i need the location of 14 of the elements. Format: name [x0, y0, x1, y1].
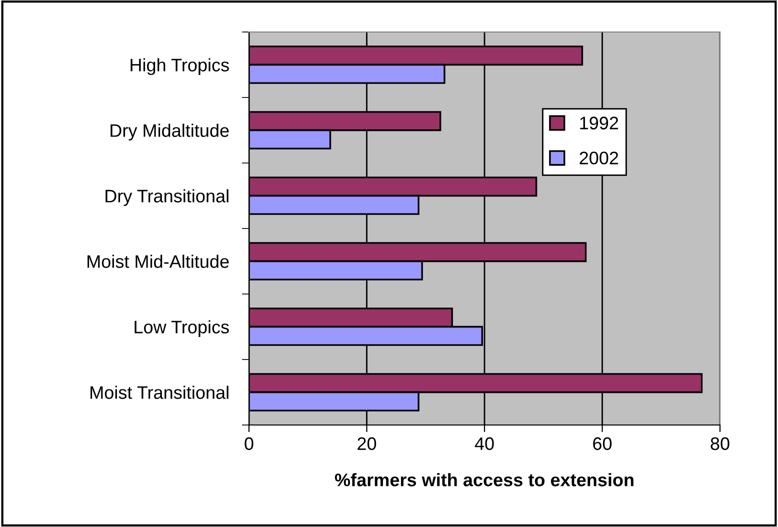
x-tick-label: 80: [710, 437, 730, 450]
y-tick-label: Moist Transitional: [90, 386, 228, 399]
x-axis-title: %farmers with access to extension: [334, 473, 634, 486]
legend-label: 2002: [580, 152, 618, 164]
legend-label: 1992: [580, 116, 618, 130]
y-tick-label: Low Tropics: [134, 320, 229, 338]
y-tick-label: High Tropics: [130, 58, 229, 76]
x-tick-label: 40: [474, 437, 494, 450]
y-tick-label: Moist Mid-Altitude: [88, 254, 229, 268]
x-tick-label: 60: [593, 437, 612, 450]
y-tick-label: Dry Transitional: [106, 189, 228, 206]
y-tick-label: Dry Midaltitude: [110, 124, 229, 141]
x-tick-label: 0: [244, 437, 254, 450]
x-tick-label: 20: [358, 437, 376, 450]
